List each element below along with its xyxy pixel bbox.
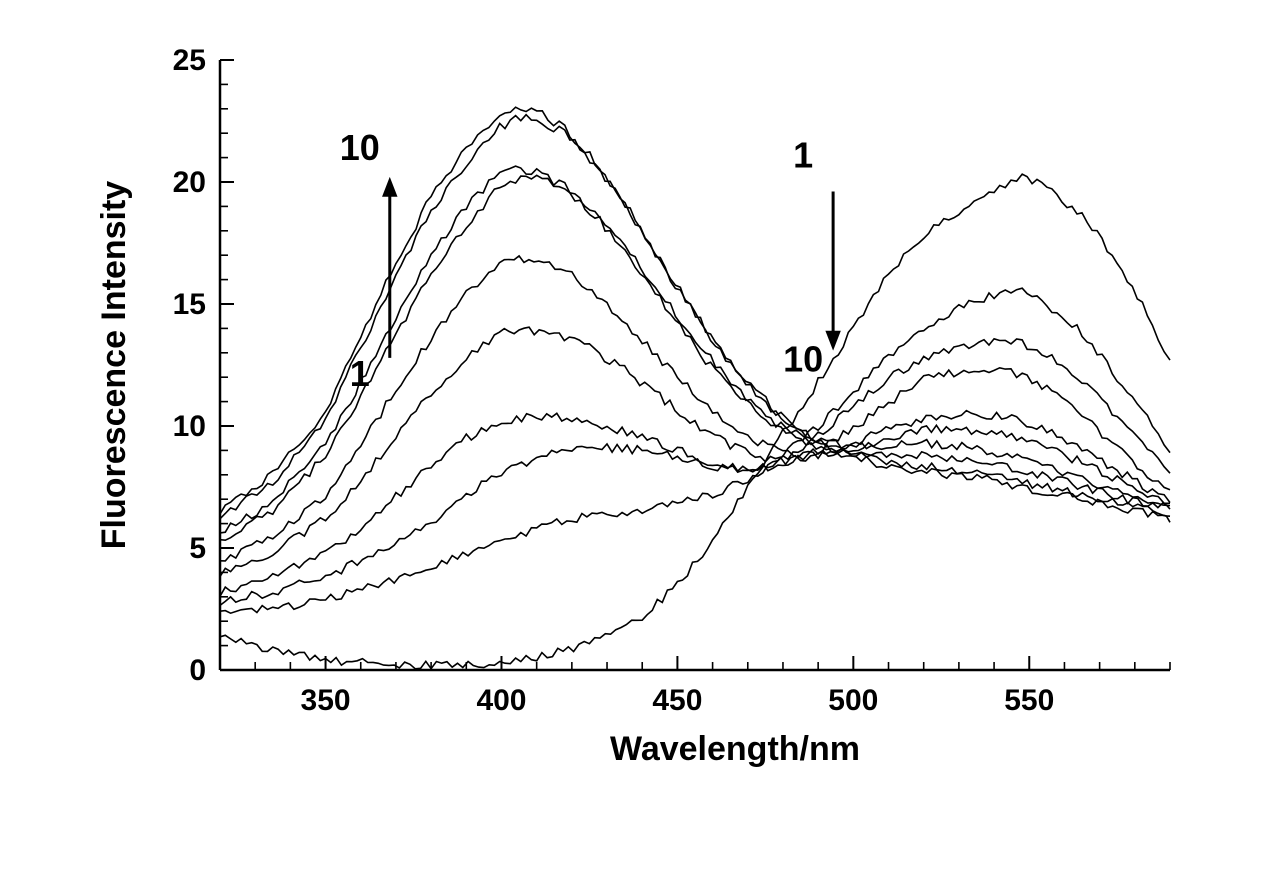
x-tick-label: 350 [301, 684, 351, 717]
x-axis-label: Wavelength/nm [610, 730, 860, 768]
x-tick-label: 500 [828, 684, 878, 717]
arrow-head-up [383, 178, 397, 196]
y-tick-label: 25 [173, 44, 206, 77]
y-axis-label: Fluorescence Intensity [95, 181, 133, 550]
y-tick-label: 20 [173, 166, 206, 199]
annotation-top: 10 [340, 127, 380, 168]
x-tick-label: 450 [652, 684, 702, 717]
spectrum-series-6 [220, 256, 1170, 561]
arrow-head-down [826, 331, 840, 349]
x-tick-label: 400 [476, 684, 526, 717]
y-tick-label: 10 [173, 410, 206, 443]
y-tick-label: 0 [189, 654, 206, 687]
spectrum-series-2 [220, 288, 1170, 613]
x-tick-label: 550 [1004, 684, 1054, 717]
y-tick-label: 5 [189, 532, 206, 565]
annotation-bottom: 1 [350, 353, 370, 394]
fluorescence-spectrum-chart: 350 400 450 500 550 0 5 10 15 20 25 Wavelength/nm Fl… [70, 40, 1200, 840]
chart-svg: 350 400 450 500 550 0 5 10 15 20 25 Wavelength/nm Fl… [70, 40, 1200, 840]
annotation-bottom: 10 [783, 338, 823, 379]
y-tick-label: 15 [173, 288, 206, 321]
annotation-top: 1 [793, 135, 813, 176]
